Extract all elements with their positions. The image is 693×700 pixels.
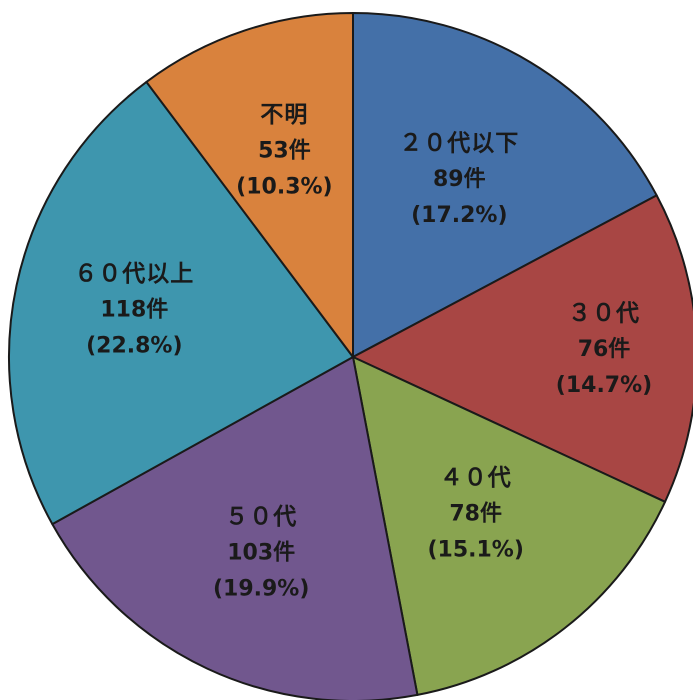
slice-count-label: 103件 — [227, 540, 295, 565]
pie-labels: ２０代以下 89件 (17.2%) ３０代 76件 (14.7%) ４０代 78件 (15.1%… — [74, 102, 652, 601]
slice-percent-label: (22.8%) — [86, 334, 182, 359]
slice-percent-label: (14.7%) — [556, 373, 652, 398]
slice-category-label: ４０代 — [440, 465, 512, 491]
pie-slice — [145, 12, 354, 358]
slice-count-label: 78件 — [449, 501, 502, 526]
slice-count-label: 118件 — [100, 298, 168, 323]
slice-count-label: 76件 — [578, 337, 631, 362]
slice-count-label: 53件 — [258, 138, 311, 163]
pie-slices — [8, 12, 693, 700]
slice-category-label: ３０代 — [568, 301, 640, 327]
pie-slice — [8, 80, 354, 526]
pie-slice — [352, 12, 658, 358]
slice-category-label: ６０代以上 — [74, 261, 194, 287]
slice-category-label: ２０代以下 — [399, 131, 519, 157]
slice-percent-label: (15.1%) — [427, 537, 523, 562]
slice-label-group: ５０代 103件 (19.9%) — [213, 504, 309, 602]
slice-label-group: ２０代以下 89件 (17.2%) — [399, 131, 519, 229]
pie-slice — [352, 194, 693, 503]
slice-category-label: ５０代 — [225, 504, 297, 530]
slice-label-group: ６０代以上 118件 (22.8%) — [74, 261, 194, 359]
slice-category-label: 不明 — [260, 102, 308, 128]
slice-percent-label: (17.2%) — [411, 203, 507, 228]
slice-percent-label: (10.3%) — [236, 174, 332, 199]
slice-count-label: 89件 — [433, 167, 486, 192]
pie-slice — [51, 356, 419, 700]
pie-slice — [352, 356, 667, 696]
slice-label-group: ３０代 76件 (14.7%) — [556, 301, 652, 399]
slice-percent-label: (19.9%) — [213, 576, 309, 601]
slice-label-group: ４０代 78件 (15.1%) — [427, 465, 523, 563]
slice-label-group: 不明 53件 (10.3%) — [236, 102, 332, 199]
